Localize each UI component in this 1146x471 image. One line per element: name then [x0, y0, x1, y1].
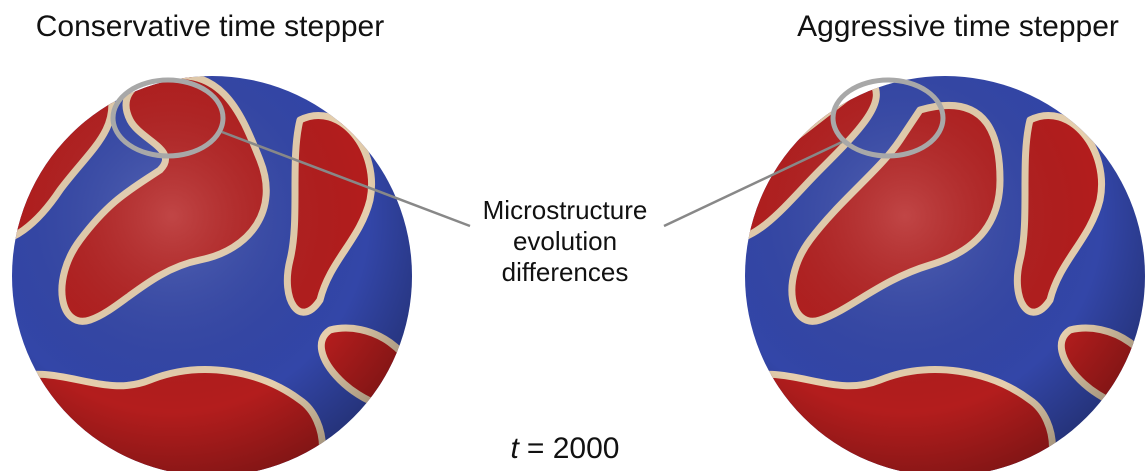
time-label: t= 2000: [511, 432, 620, 465]
time-value: = 2000: [527, 432, 620, 465]
annotation-line: evolution: [513, 226, 617, 256]
annotation-line: differences: [502, 257, 629, 287]
figure: Conservative time stepper Aggressive tim…: [0, 0, 1146, 471]
sphere-left: [0, 75, 420, 471]
time-symbol: t: [511, 432, 521, 465]
panel-title: Aggressive time stepper: [797, 10, 1119, 43]
annotation-line: Microstructure: [483, 195, 648, 225]
panel-title: Conservative time stepper: [36, 10, 385, 43]
sphere-right: [720, 76, 1146, 471]
